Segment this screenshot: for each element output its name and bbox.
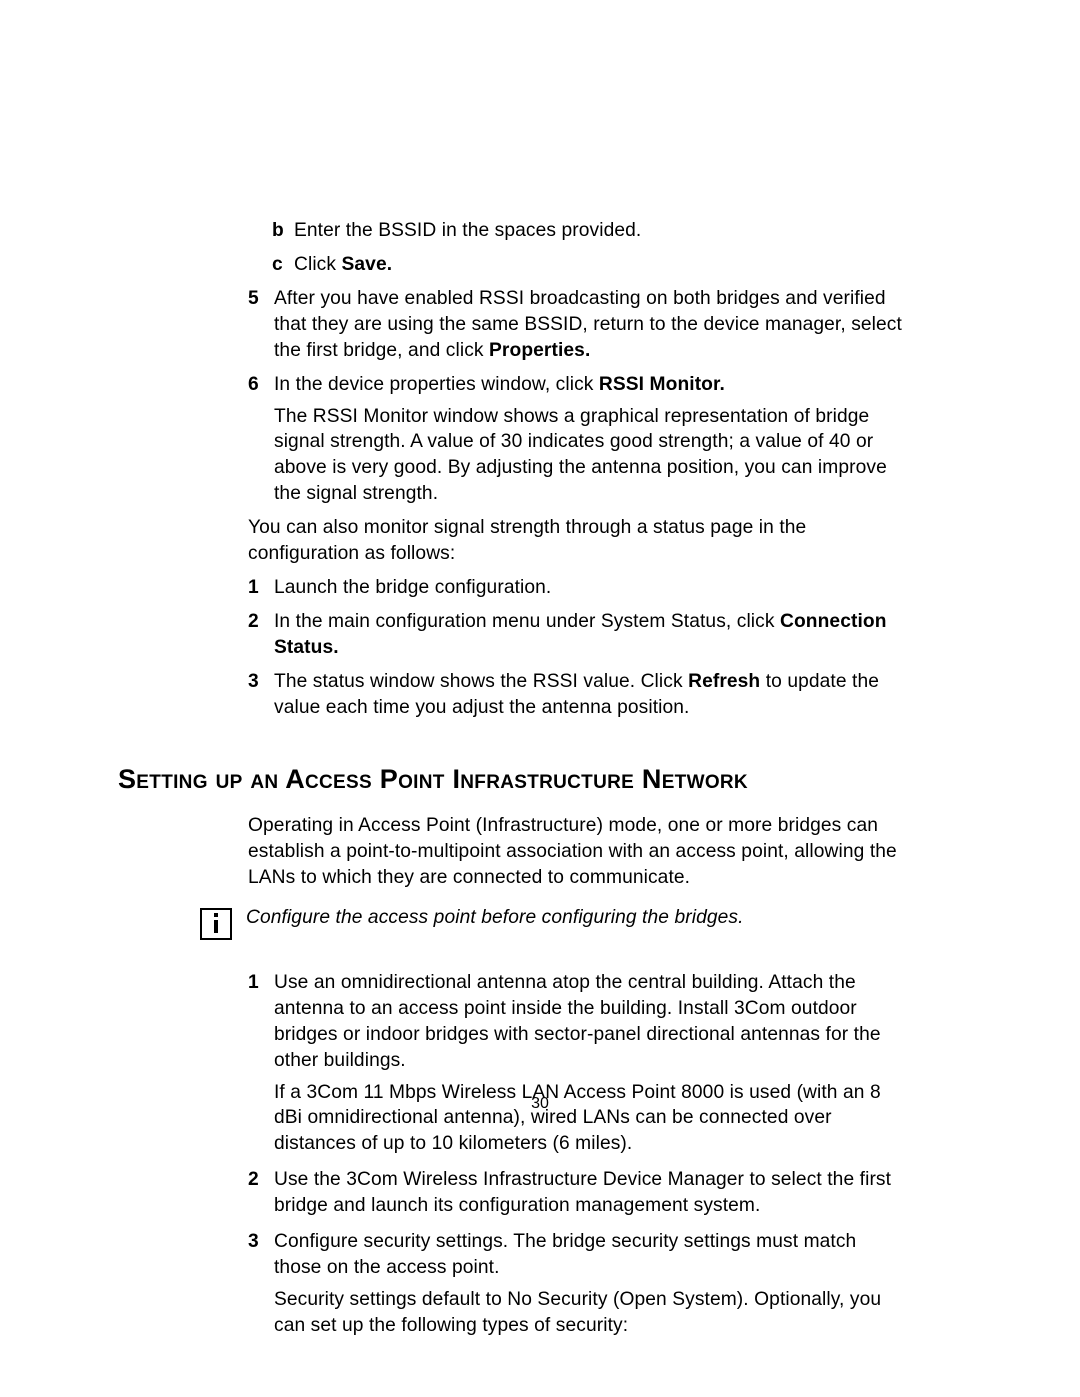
- info-icon-stem: [214, 920, 219, 933]
- info-note: Configure the access point before config…: [200, 905, 908, 940]
- rssi-monitor-label: RSSI Monitor.: [599, 374, 725, 395]
- page-content: b Enter the BSSID in the spaces provided…: [248, 218, 908, 1349]
- save-label: Save.: [342, 254, 393, 275]
- step-body: In the device properties window, click R…: [274, 372, 908, 508]
- substep-b-text: Enter the BSSID in the spaces provided.: [294, 218, 908, 244]
- info-icon: [200, 908, 232, 940]
- document-page: b Enter the BSSID in the spaces provided…: [0, 0, 1080, 1397]
- step-body: The status window shows the RSSI value. …: [274, 669, 908, 721]
- substep-c-prefix: Click: [294, 254, 342, 275]
- infra-step-2-p1: Use the 3Com Wireless Infrastructure Dev…: [274, 1167, 908, 1219]
- infrastructure-step-list: 1 Use an omnidirectional antenna atop th…: [248, 970, 908, 1339]
- status-step-2-text: In the main configuration menu under Sys…: [274, 609, 908, 661]
- transition-para: You can also monitor signal strength thr…: [248, 515, 908, 567]
- status-step-3-text: The status window shows the RSSI value. …: [274, 669, 908, 721]
- info-icon-dot: [214, 913, 219, 918]
- substep-c-text: Click Save.: [294, 252, 908, 278]
- infra-step-1-p2: If a 3Com 11 Mbps Wireless LAN Access Po…: [274, 1080, 908, 1158]
- step-body: Use an omnidirectional antenna atop the …: [274, 970, 908, 1157]
- step-body: Use the 3Com Wireless Infrastructure Dev…: [274, 1167, 908, 1219]
- step-6-line2: The RSSI Monitor window shows a graphica…: [274, 404, 908, 508]
- status-step-1: 1 Launch the bridge configuration.: [248, 575, 908, 601]
- substep-list: b Enter the BSSID in the spaces provided…: [272, 218, 908, 278]
- step-body: Configure security settings. The bridge …: [274, 1229, 908, 1339]
- status-step-2: 2 In the main configuration menu under S…: [248, 609, 908, 661]
- substep-marker: b: [272, 218, 294, 244]
- properties-label: Properties.: [489, 340, 590, 361]
- section2-intro: Operating in Access Point (Infrastructur…: [248, 813, 908, 891]
- section-heading: Setting up an Access Point Infrastructur…: [118, 761, 908, 797]
- status-step-3: 3 The status window shows the RSSI value…: [248, 669, 908, 721]
- step-marker: 2: [248, 1167, 274, 1219]
- step-marker: 2: [248, 609, 274, 661]
- step-body: In the main configuration menu under Sys…: [274, 609, 908, 661]
- step-marker: 5: [248, 286, 274, 364]
- step-marker: 3: [248, 669, 274, 721]
- step-marker: 6: [248, 372, 274, 508]
- page-number: 30: [0, 1095, 1080, 1113]
- status-step-3-before: The status window shows the RSSI value. …: [274, 671, 688, 692]
- refresh-label: Refresh: [688, 671, 766, 692]
- step-6: 6 In the device properties window, click…: [248, 372, 908, 508]
- infra-step-2: 2 Use the 3Com Wireless Infrastructure D…: [248, 1167, 908, 1219]
- step-marker: 3: [248, 1229, 274, 1339]
- status-step-2-before: In the main configuration menu under Sys…: [274, 611, 780, 632]
- substep-b: b Enter the BSSID in the spaces provided…: [272, 218, 908, 244]
- infra-step-1: 1 Use an omnidirectional antenna atop th…: [248, 970, 908, 1157]
- infra-step-3-p2: Security settings default to No Security…: [274, 1287, 908, 1339]
- step-5: 5 After you have enabled RSSI broadcasti…: [248, 286, 908, 364]
- step-6-before: In the device properties window, click: [274, 374, 599, 395]
- step-6-line1: In the device properties window, click R…: [274, 372, 908, 398]
- substep-marker: c: [272, 252, 294, 278]
- step-body: After you have enabled RSSI broadcasting…: [274, 286, 908, 364]
- info-note-text: Configure the access point before config…: [246, 905, 908, 931]
- infra-step-3: 3 Configure security settings. The bridg…: [248, 1229, 908, 1339]
- step-marker: 1: [248, 575, 274, 601]
- infra-step-1-p1: Use an omnidirectional antenna atop the …: [274, 970, 908, 1074]
- infra-step-3-p1: Configure security settings. The bridge …: [274, 1229, 908, 1281]
- step-marker: 1: [248, 970, 274, 1157]
- substep-body: Enter the BSSID in the spaces provided.: [294, 218, 908, 244]
- substep-body: Click Save.: [294, 252, 908, 278]
- status-step-list: 1 Launch the bridge configuration. 2 In …: [248, 575, 908, 721]
- step-5-text: After you have enabled RSSI broadcasting…: [274, 286, 908, 364]
- step-list-continued: 5 After you have enabled RSSI broadcasti…: [248, 286, 908, 507]
- step-body: Launch the bridge configuration.: [274, 575, 908, 601]
- status-step-1-text: Launch the bridge configuration.: [274, 575, 908, 601]
- substep-c: c Click Save.: [272, 252, 908, 278]
